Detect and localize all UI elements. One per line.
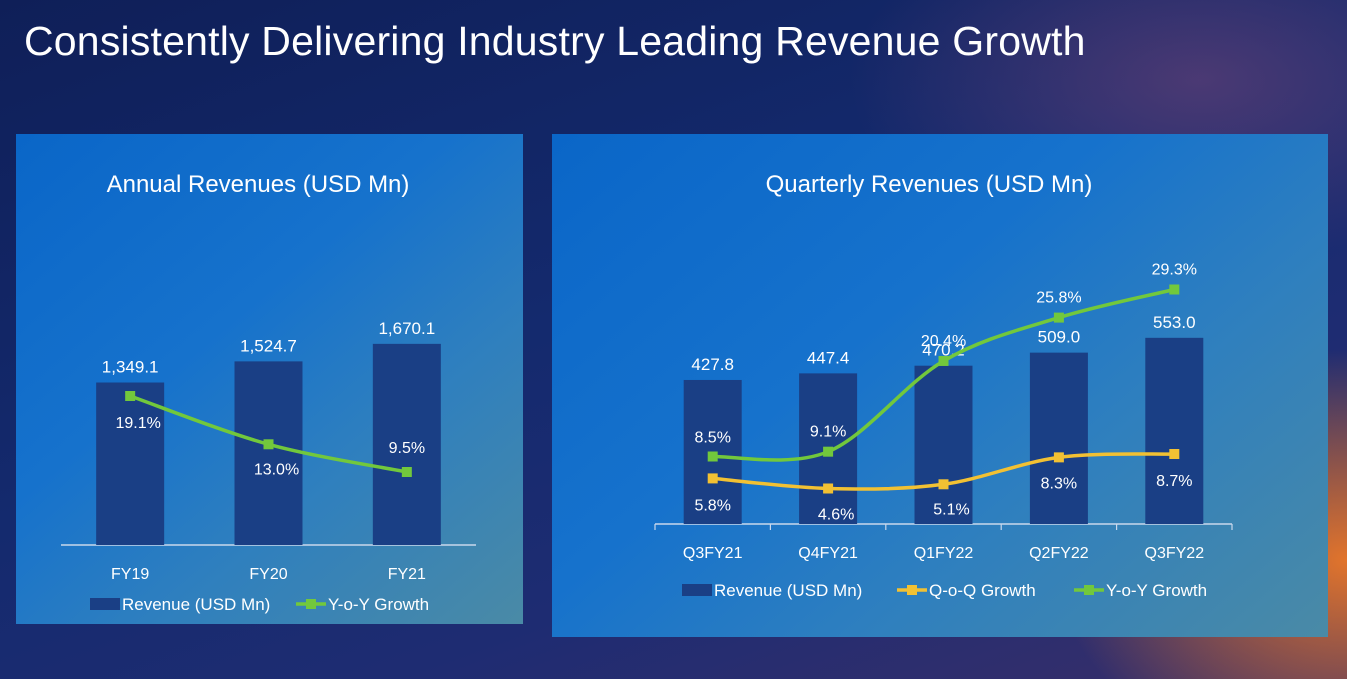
legend-label-qoq: Q-o-Q Growth — [929, 581, 1036, 600]
point-yoy — [401, 467, 412, 477]
x-tick-label: Q3FY22 — [1145, 545, 1205, 562]
x-tick-label: Q2FY22 — [1029, 545, 1089, 562]
bar-revenue — [1029, 352, 1088, 524]
point-label-yoy: 19.1% — [115, 415, 160, 432]
point-label-yoy: 9.1% — [810, 424, 846, 441]
legend-marker-yoy — [306, 599, 316, 609]
point-yoy — [707, 451, 718, 462]
quarterly-revenue-chart: Quarterly Revenues (USD Mn) 427.8 447.4 47… — [654, 171, 1233, 600]
point-label-qoq: 4.6% — [818, 507, 854, 524]
point-qoq — [823, 483, 834, 494]
bar-value-label: 1,524.7 — [240, 336, 297, 355]
bar-value-label: 553.0 — [1153, 313, 1196, 332]
legend-swatch-revenue — [682, 584, 712, 596]
point-label-yoy: 13.0% — [254, 461, 299, 478]
chart-title: Quarterly Revenues (USD Mn) — [766, 171, 1093, 198]
point-label-qoq: 5.8% — [694, 497, 730, 514]
x-tick-label: FY19 — [111, 566, 149, 583]
point-yoy — [823, 446, 834, 457]
quarterly-revenue-panel: Quarterly Revenues (USD Mn) 427.8 447.4 47… — [552, 134, 1328, 637]
bar-value-label: 1,670.1 — [378, 319, 435, 338]
point-label-qoq: 8.7% — [1156, 473, 1192, 490]
point-qoq — [938, 479, 949, 490]
point-label-yoy: 25.8% — [1036, 290, 1081, 307]
annual-revenue-chart: Annual Revenues (USD Mn) 1,349.1 1,524.7 1… — [61, 171, 476, 614]
bar-revenue — [234, 361, 303, 545]
x-tick-label: Q1FY22 — [914, 545, 974, 562]
bar-revenue — [96, 382, 165, 545]
point-label-qoq: 8.3% — [1041, 475, 1077, 492]
legend-label-revenue: Revenue (USD Mn) — [714, 581, 862, 600]
point-yoy — [1053, 312, 1064, 323]
bar-value-label: 427.8 — [691, 355, 734, 374]
point-qoq — [707, 473, 718, 484]
point-yoy — [1169, 284, 1180, 295]
bar-revenue — [1145, 337, 1204, 524]
legend-label-yoy: Y-o-Y Growth — [1106, 581, 1207, 600]
point-yoy — [263, 439, 274, 450]
point-yoy — [125, 391, 136, 401]
x-tick-label: Q4FY21 — [798, 545, 858, 562]
x-tick-label: FY20 — [249, 566, 287, 583]
bar-value-label: 1,349.1 — [102, 358, 159, 377]
point-label-yoy: 8.5% — [694, 430, 730, 447]
chart-title: Annual Revenues (USD Mn) — [107, 171, 410, 198]
point-label-qoq: 5.1% — [933, 501, 969, 518]
point-yoy — [938, 355, 949, 366]
legend-marker-qoq — [907, 585, 917, 595]
point-qoq — [1169, 449, 1180, 459]
bar-revenue — [914, 365, 973, 524]
point-label-yoy: 9.5% — [389, 440, 425, 457]
bar-revenue — [372, 343, 441, 545]
legend-marker-yoy — [1084, 585, 1094, 595]
annual-revenue-panel: Annual Revenues (USD Mn) 1,349.1 1,524.7 1… — [16, 134, 523, 624]
bar-value-label: 509.0 — [1038, 328, 1081, 347]
point-label-yoy: 29.3% — [1152, 262, 1197, 279]
bar-value-label: 447.4 — [807, 348, 850, 367]
x-tick-label: FY21 — [388, 566, 426, 583]
legend-label-yoy: Y-o-Y Growth — [328, 595, 429, 614]
legend-swatch-revenue — [90, 598, 120, 610]
point-qoq — [1053, 452, 1064, 463]
x-tick-label: Q3FY21 — [683, 545, 743, 562]
legend-label-revenue: Revenue (USD Mn) — [122, 595, 270, 614]
page-title: Consistently Delivering Industry Leading… — [24, 18, 1086, 64]
point-label-yoy: 20.4% — [921, 333, 966, 350]
